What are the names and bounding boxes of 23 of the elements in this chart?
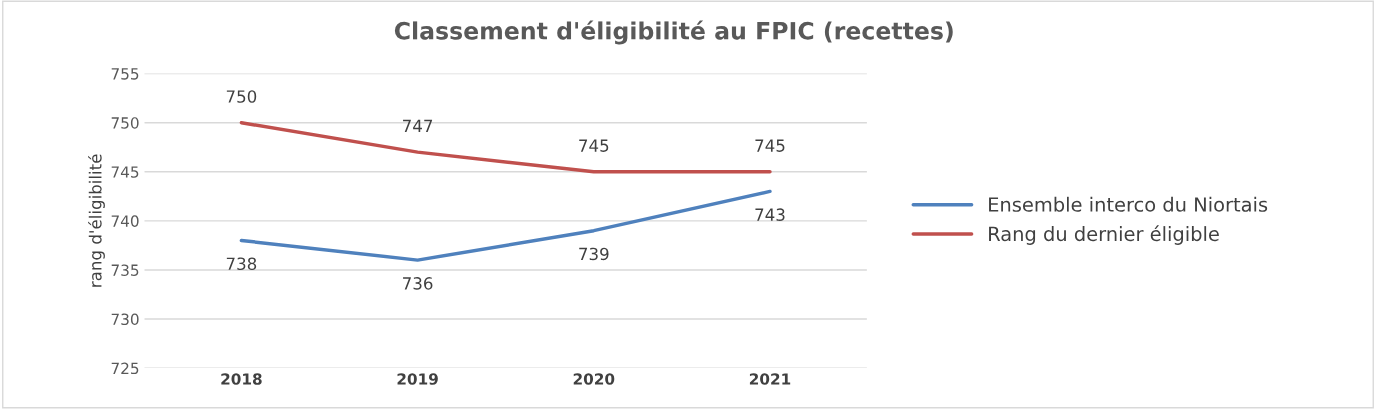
y-tick-label: 750 [111, 117, 139, 129]
y-tick-label: 725 [111, 362, 139, 375]
chart-title: Classement d'éligibilité au FPIC (recettes) [394, 20, 953, 45]
data-label: 736 [403, 277, 433, 290]
data-label: 739 [579, 247, 609, 261]
data-label: 745 [755, 139, 785, 152]
y-tick-label: 740 [111, 215, 139, 227]
x-tick-label: 2019 [397, 373, 438, 385]
y-tick-label: 745 [111, 166, 139, 178]
data-label: 743 [755, 208, 785, 221]
y-tick-label: 755 [111, 68, 139, 80]
data-label: 745 [579, 139, 609, 152]
data-label: 747 [403, 119, 433, 133]
y-axis-title: rang d'éligibilité [88, 154, 105, 287]
y-tick-label: 730 [111, 313, 139, 326]
legend-label: Ensemble interco du Niortais [989, 196, 1268, 212]
y-tick-label: 735 [111, 264, 139, 276]
legend-label: Rang du dernier éligible [989, 225, 1219, 245]
x-tick-label: 2020 [573, 373, 615, 385]
data-label: 738 [226, 257, 257, 271]
x-tick-label: 2018 [221, 373, 262, 385]
data-label: 750 [226, 90, 257, 103]
x-tick-label: 2021 [749, 373, 791, 385]
